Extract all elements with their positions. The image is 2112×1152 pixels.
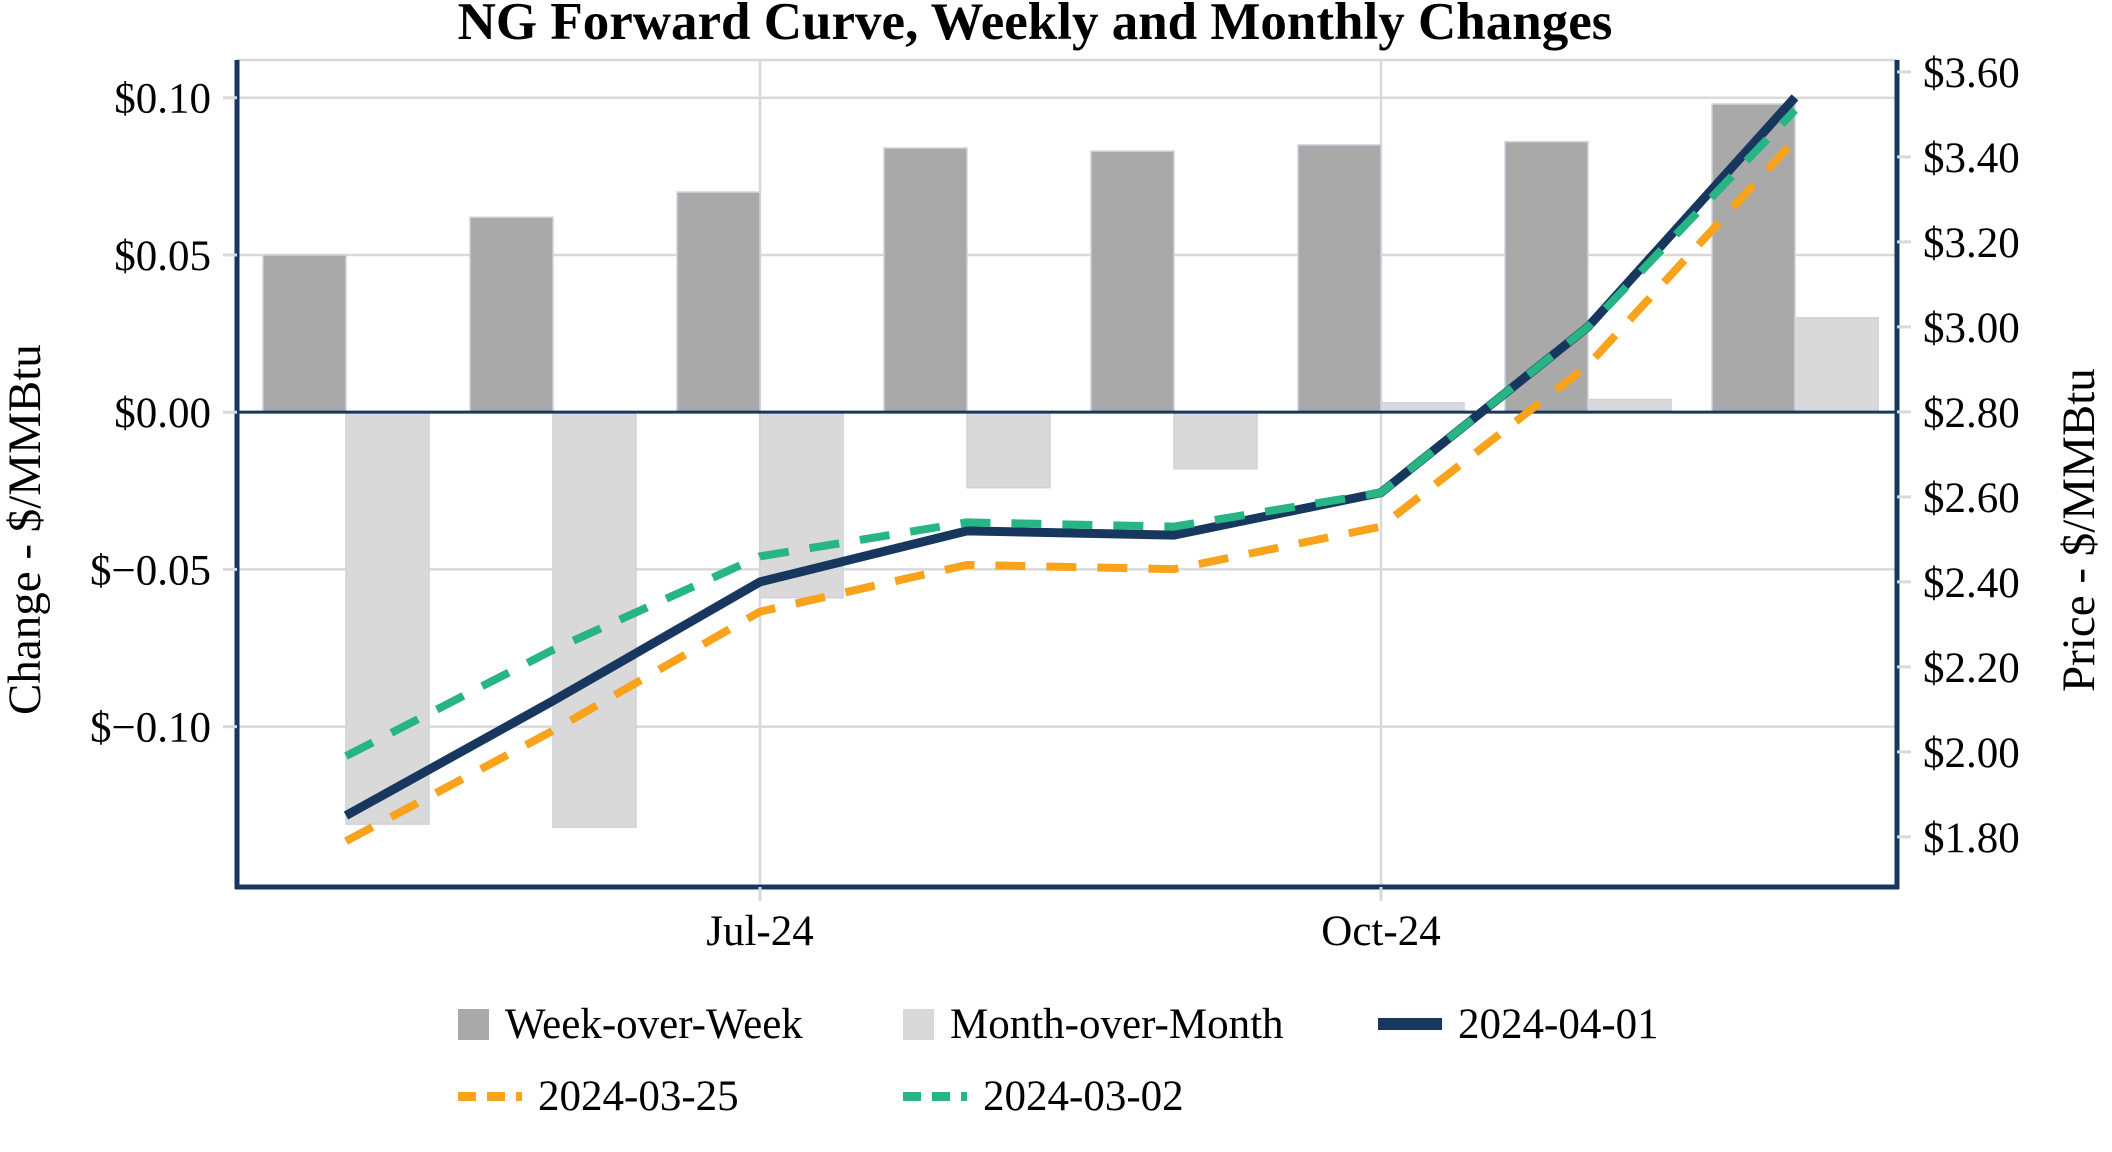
solid-line-swatch-icon [1378, 1018, 1442, 1030]
bar-week-over-week-jun-24 [469, 216, 554, 413]
right-tick-label: $2.20 [1923, 645, 2020, 692]
line-2024-03-25 [344, 137, 1798, 845]
right-tick-label: $1.80 [1923, 815, 2020, 862]
legend-row-2: 2024-03-25 2024-03-02 [0, 1072, 2112, 1120]
legend-item-2024-04-01[interactable]: 2024-04-01 [1378, 1000, 1659, 1048]
bar-month-over-month-nov-24 [1587, 398, 1672, 413]
legend-label: 2024-04-01 [1458, 1000, 1659, 1048]
bar-month-over-month-jul-24 [759, 411, 844, 599]
x-tick-label: Jul-24 [706, 908, 814, 955]
right-tick-label: $2.80 [1923, 390, 2020, 437]
legend-label: Month-over-Month [950, 1000, 1284, 1048]
dashed-line-swatch-icon [458, 1091, 522, 1101]
legend-item-month-over-month[interactable]: Month-over-Month [903, 1000, 1284, 1048]
right-tick-label: $3.40 [1923, 135, 2020, 182]
line-2024-03-02 [344, 107, 1798, 760]
legend-row-1: Week-over-Week Month-over-Month 2024-04-… [0, 1000, 2112, 1048]
left-tick-label: $0.00 [114, 390, 211, 437]
legend-label: 2024-03-25 [538, 1072, 739, 1120]
bar-week-over-week-may-24 [262, 254, 347, 413]
bar-month-over-month-dec-24 [1794, 317, 1879, 413]
x-tick-label: Oct-24 [1321, 908, 1440, 955]
dashed-line-swatch-icon [903, 1091, 967, 1101]
bar-month-over-month-may-24 [345, 411, 430, 825]
left-tick-label: $0.10 [114, 76, 211, 123]
bar-week-over-week-sep-24 [1090, 150, 1175, 413]
right-tick-label: $2.00 [1923, 730, 2020, 777]
bar-week-over-week-nov-24 [1504, 141, 1589, 413]
left-tick-label: $−0.10 [90, 705, 211, 752]
legend-item-2024-03-25[interactable]: 2024-03-25 [458, 1072, 739, 1120]
left-tick-label: $0.05 [114, 233, 211, 280]
bar-week-over-week-aug-24 [883, 147, 968, 413]
week-over-week-swatch-icon [458, 1008, 489, 1040]
right-tick-label: $3.20 [1923, 220, 2020, 267]
bar-week-over-week-jul-24 [676, 191, 761, 413]
legend-item-week-over-week[interactable]: Week-over-Week [458, 1000, 803, 1048]
bar-month-over-month-sep-24 [1173, 411, 1258, 470]
right-tick-label: $2.60 [1923, 475, 2020, 522]
month-over-month-swatch-icon [903, 1008, 934, 1040]
chart-title: NG Forward Curve, Weekly and Monthly Cha… [457, 0, 1613, 51]
right-tick-label: $2.40 [1923, 560, 2020, 607]
left-tick-label: $−0.05 [90, 547, 211, 594]
legend-item-2024-03-02[interactable]: 2024-03-02 [903, 1072, 1184, 1120]
right-tick-label: $3.00 [1923, 305, 2020, 352]
bar-week-over-week-oct-24 [1297, 144, 1382, 413]
legend-label: 2024-03-02 [983, 1072, 1184, 1120]
right-tick-label: $3.60 [1923, 50, 2020, 97]
bar-month-over-month-aug-24 [966, 411, 1051, 489]
legend-label: Week-over-Week [505, 1000, 803, 1048]
line-2024-04-01 [343, 94, 1799, 820]
